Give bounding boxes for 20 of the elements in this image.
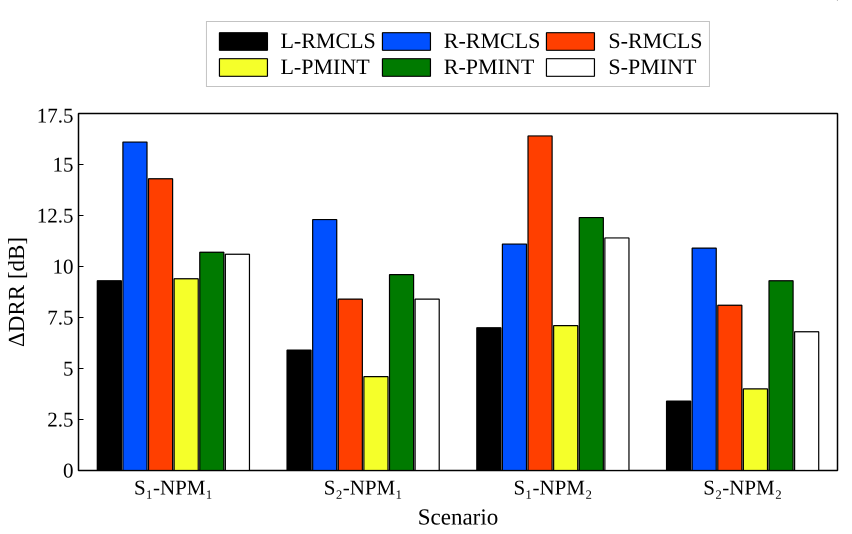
legend-label: R-PMINT [444,54,534,80]
x-tick-label: S₁-NPM₁ [134,476,213,500]
legend-label: R-RMCLS [444,28,540,54]
legend-label: L-PMINT [280,54,370,80]
y-axis-title: ΔDRR [dB] [4,236,29,347]
y-tick-label: 2.5 [47,408,74,432]
legend-label: S-PMINT [608,54,696,80]
y-tick-label: 15 [52,152,74,176]
y-tick-label: 7.5 [47,306,74,330]
x-tick-label: S₁-NPM₂ [513,476,592,500]
y-tick-label: 5 [63,356,74,380]
y-tick-label: 12.5 [36,204,74,228]
legend-label: S-RMCLS [608,28,703,54]
y-tick-label: 0 [63,458,74,482]
y-tick-label: 10 [52,254,74,278]
x-axis-title: Scenario [418,504,498,530]
x-tick-label: S₂-NPM₂ [703,476,782,500]
y-tick-label: 17.5 [36,104,74,128]
x-tick-label: S₂-NPM₁ [324,476,403,500]
legend-label: L-RMCLS [280,28,376,54]
